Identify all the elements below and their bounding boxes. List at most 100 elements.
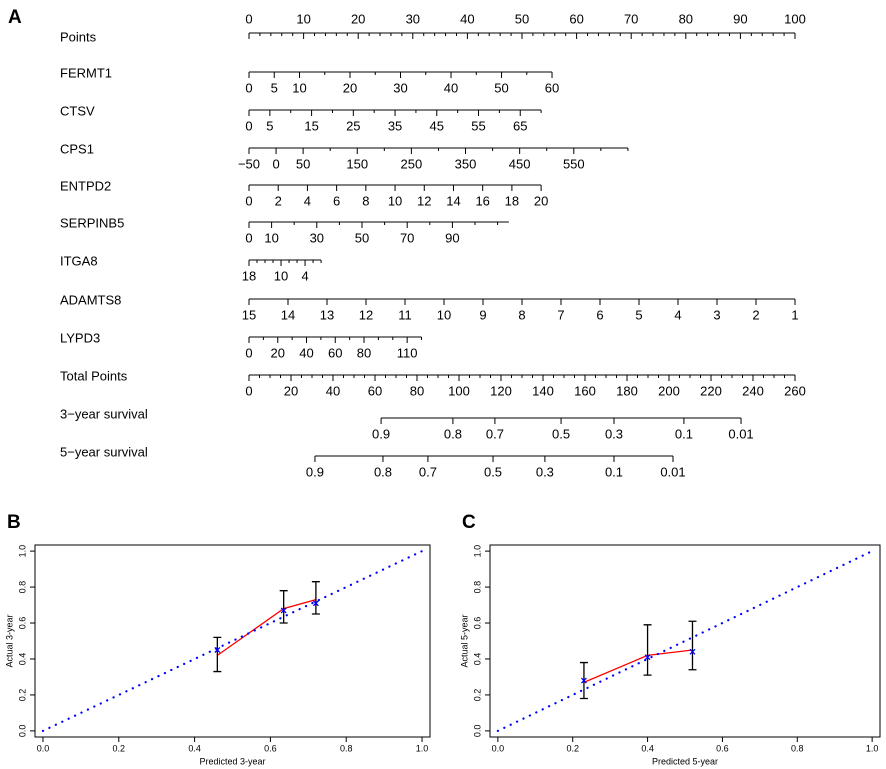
tick-label: 10 bbox=[437, 307, 451, 322]
tick-label: 70 bbox=[400, 230, 414, 245]
tick-label: −50 bbox=[238, 156, 260, 171]
tick-label: 180 bbox=[616, 383, 638, 398]
tick-label: 55 bbox=[471, 118, 485, 133]
tick-label: 15 bbox=[304, 118, 318, 133]
tick-label: 50 bbox=[515, 11, 529, 26]
x-marker bbox=[689, 648, 696, 655]
y-axis-label: Actual 3-year bbox=[4, 614, 14, 667]
tick-label: 0.3 bbox=[605, 426, 623, 441]
tick-label: 160 bbox=[574, 383, 596, 398]
tick-label: 240 bbox=[742, 383, 764, 398]
tick-label: 8 bbox=[362, 193, 369, 208]
tick-label: 18 bbox=[242, 268, 256, 283]
tick-label: 110 bbox=[397, 345, 418, 360]
tick-label: 13 bbox=[320, 307, 334, 322]
row-name: ENTPD2 bbox=[60, 178, 111, 193]
error-bar bbox=[688, 620, 697, 671]
calibration-line bbox=[216, 599, 317, 657]
row-name: FERMT1 bbox=[60, 65, 112, 80]
tick-label: 0 bbox=[245, 193, 252, 208]
tick-label: 7 bbox=[557, 307, 564, 322]
tick-label: 25 bbox=[346, 118, 360, 133]
row-name: Total Points bbox=[60, 368, 128, 383]
tick-label: 10 bbox=[274, 268, 288, 283]
tick-label: 220 bbox=[700, 383, 722, 398]
tick-label: 30 bbox=[393, 80, 407, 95]
tick-label: 70 bbox=[624, 11, 638, 26]
tick-label: 100 bbox=[784, 11, 806, 26]
tick-label: 20 bbox=[271, 345, 285, 360]
tick-label: 0.8 bbox=[444, 426, 462, 441]
tick-label: 40 bbox=[299, 345, 313, 360]
y-tick-label: 1.0 bbox=[472, 545, 482, 558]
tick-label: 0 bbox=[245, 11, 252, 26]
tick-label: 50 bbox=[494, 80, 508, 95]
tick-label: 16 bbox=[475, 193, 489, 208]
tick-label: 4 bbox=[304, 193, 311, 208]
panel-label: B bbox=[7, 512, 21, 533]
x-tick-label: 0.0 bbox=[37, 743, 50, 753]
plot-frame bbox=[34, 544, 431, 738]
tick-label: 0 bbox=[272, 156, 279, 171]
tick-label: 10 bbox=[388, 193, 402, 208]
tick-label: 9 bbox=[479, 307, 486, 322]
tick-label: 6 bbox=[596, 307, 603, 322]
tick-label: 0.9 bbox=[372, 426, 390, 441]
tick-label: 140 bbox=[532, 383, 554, 398]
error-bar bbox=[311, 581, 320, 615]
tick-label: 60 bbox=[328, 345, 342, 360]
x-marker bbox=[580, 677, 587, 684]
x-tick-label: 0.8 bbox=[340, 743, 353, 753]
tick-label: 11 bbox=[398, 307, 412, 322]
row-name: Points bbox=[60, 29, 97, 44]
tick-label: 0 bbox=[245, 118, 252, 133]
tick-label: 80 bbox=[679, 11, 693, 26]
x-tick-label: 0.4 bbox=[641, 743, 654, 753]
row-name: CPS1 bbox=[60, 141, 94, 156]
tick-label: 100 bbox=[448, 383, 470, 398]
tick-label: 65 bbox=[513, 118, 527, 133]
tick-label: 0.1 bbox=[675, 426, 693, 441]
x-marker bbox=[280, 607, 287, 614]
tick-label: 450 bbox=[509, 156, 531, 171]
tick-label: 40 bbox=[326, 383, 340, 398]
row-name: 3−year survival bbox=[60, 406, 148, 421]
tick-label: 260 bbox=[784, 383, 806, 398]
ideal-line bbox=[41, 550, 424, 732]
x-tick-label: 0.4 bbox=[188, 743, 201, 753]
x-marker bbox=[312, 600, 319, 607]
tick-label: 5 bbox=[271, 80, 278, 95]
tick-label: 30 bbox=[310, 230, 324, 245]
tick-label: 8 bbox=[518, 307, 525, 322]
tick-label: 0 bbox=[245, 80, 252, 95]
tick-label: 30 bbox=[406, 11, 420, 26]
tick-label: 10 bbox=[296, 11, 310, 26]
tick-label: 40 bbox=[460, 11, 474, 26]
tick-label: 40 bbox=[444, 80, 458, 95]
tick-label: 0 bbox=[245, 383, 252, 398]
tick-label: 20 bbox=[534, 193, 548, 208]
tick-label: 5 bbox=[635, 307, 642, 322]
tick-label: 20 bbox=[284, 383, 298, 398]
tick-label: 0.01 bbox=[660, 464, 685, 479]
x-tick-label: 0.6 bbox=[716, 743, 729, 753]
tick-label: 12 bbox=[359, 307, 373, 322]
panel-label: C bbox=[462, 512, 476, 533]
tick-label: 250 bbox=[401, 156, 423, 171]
tick-label: 15 bbox=[242, 307, 256, 322]
tick-label: 12 bbox=[417, 193, 431, 208]
y-tick-label: 0.2 bbox=[17, 689, 27, 702]
plot-frame bbox=[489, 544, 881, 738]
tick-label: 60 bbox=[569, 11, 583, 26]
x-tick-label: 0.8 bbox=[791, 743, 804, 753]
x-axis-label: Predicted 5-year bbox=[652, 756, 718, 766]
panel-label: A bbox=[8, 7, 22, 28]
row-name: LYPD3 bbox=[60, 330, 100, 345]
tick-label: 0.3 bbox=[536, 464, 554, 479]
calibration-line bbox=[583, 649, 694, 683]
y-tick-label: 0.6 bbox=[472, 617, 482, 630]
tick-label: 4 bbox=[301, 268, 308, 283]
tick-label: 50 bbox=[296, 156, 310, 171]
